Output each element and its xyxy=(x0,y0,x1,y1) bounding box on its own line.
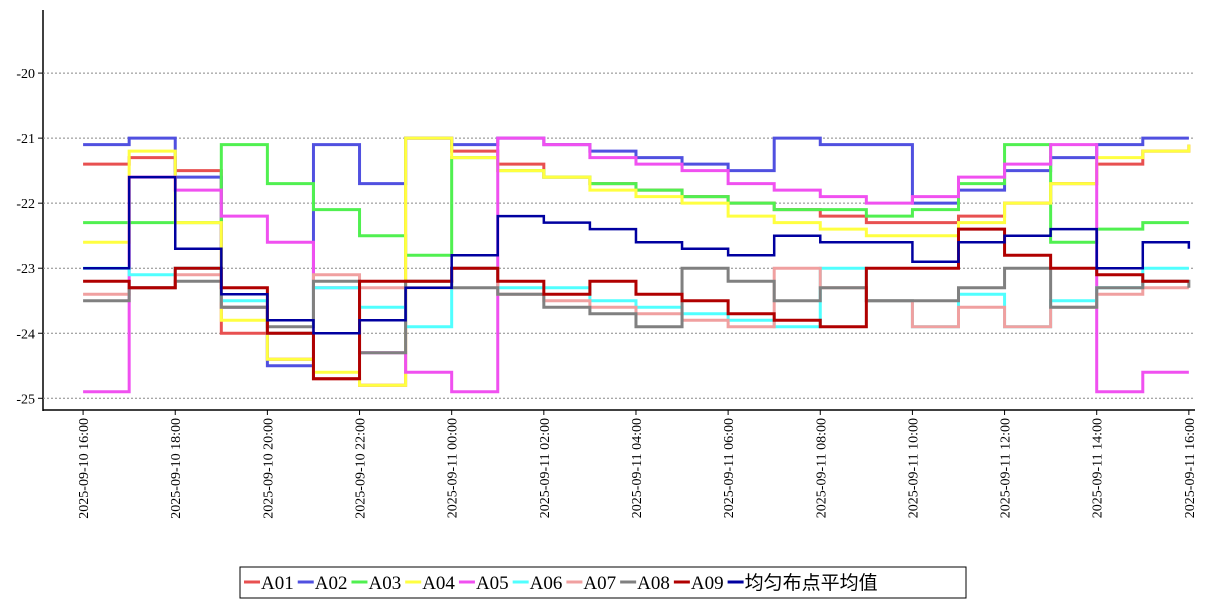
legend-label: A04 xyxy=(422,573,455,594)
x-tick-label: 2025-09-11 02:00 xyxy=(538,418,553,518)
legend-label: A06 xyxy=(530,573,563,594)
y-tick-label: -24 xyxy=(16,327,35,342)
legend-label: A03 xyxy=(368,573,401,594)
legend-label: A07 xyxy=(583,573,616,594)
series-line xyxy=(83,136,1191,387)
legend-label: A08 xyxy=(637,573,670,594)
y-tick-label: -21 xyxy=(16,132,35,147)
x-tick-label: 2025-09-11 14:00 xyxy=(1091,418,1106,518)
x-tick-label: 2025-09-11 08:00 xyxy=(814,418,829,518)
y-tick-label: -25 xyxy=(16,392,35,407)
series-line xyxy=(83,136,1191,387)
y-tick-label: -20 xyxy=(16,67,35,82)
series-line xyxy=(83,136,1189,394)
legend-label: A02 xyxy=(315,573,348,594)
legend-label: A09 xyxy=(691,573,724,594)
x-tick-label: 2025-09-11 10:00 xyxy=(906,418,921,518)
legend-label: 均匀布点平均值 xyxy=(745,572,878,594)
legend-label: A05 xyxy=(476,573,509,594)
series-line xyxy=(83,136,1189,368)
x-tick-label: 2025-09-11 04:00 xyxy=(630,418,645,518)
x-tick-label: 2025-09-10 20:00 xyxy=(261,418,276,519)
y-tick-label: -23 xyxy=(16,262,35,277)
x-tick-label: 2025-09-10 22:00 xyxy=(354,418,369,519)
series-line xyxy=(83,175,1191,335)
x-tick-label: 2025-09-11 16:00 xyxy=(1183,418,1198,518)
legend-label: A01 xyxy=(261,573,294,594)
x-tick-label: 2025-09-10 16:00 xyxy=(77,418,92,519)
y-tick-label: -22 xyxy=(16,197,35,212)
legend-items: A01 A02 A03 A04 A05 A06 A07 A08 A09 均匀布点平均值 xyxy=(244,572,878,594)
x-tick-label: 2025-09-11 00:00 xyxy=(446,418,461,518)
x-tick-label: 2025-09-11 12:00 xyxy=(999,418,1014,518)
x-tick-label: 2025-09-11 06:00 xyxy=(722,418,737,518)
x-tick-label: 2025-09-10 18:00 xyxy=(169,418,184,519)
